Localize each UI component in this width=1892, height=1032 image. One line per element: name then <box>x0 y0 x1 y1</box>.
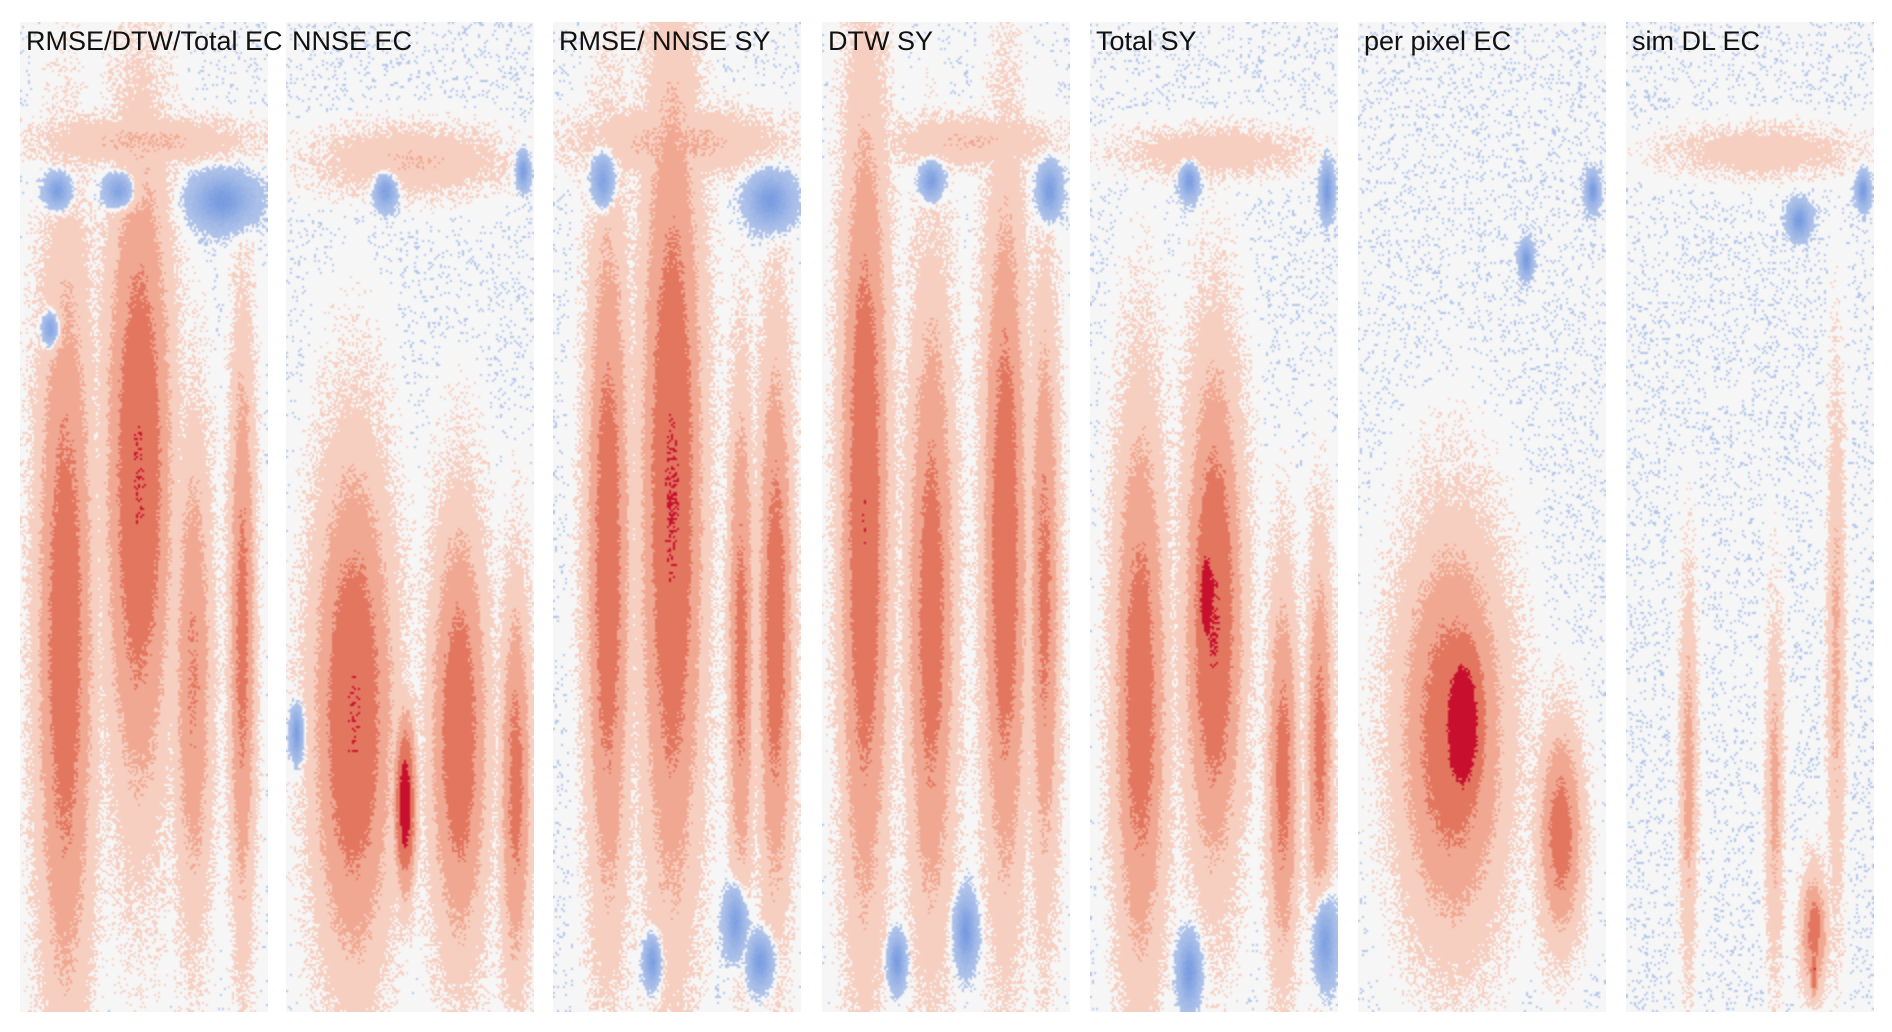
panel-title-rmse-dtw-total-ec: RMSE/DTW/Total EC <box>26 26 283 56</box>
heatmap-canvas-total-sy <box>1090 22 1338 1012</box>
panel-title-total-sy: Total SY <box>1096 26 1197 56</box>
heatmap-panel-per-pixel-ec: per pixel EC <box>1358 22 1606 1012</box>
heatmap-canvas-nnse-ec <box>286 22 534 1012</box>
heatmap-canvas-dtw-sy <box>822 22 1070 1012</box>
heatmap-panel-total-sy: Total SY <box>1090 22 1338 1012</box>
heatmap-canvas-rmse-dtw-total-ec <box>20 22 268 1012</box>
heatmap-panel-sim-dl-ec: sim DL EC <box>1626 22 1874 1012</box>
heatmap-panel-rmse-nnse-sy: RMSE/ NNSE SY <box>553 22 801 1012</box>
heatmap-canvas-rmse-nnse-sy <box>553 22 801 1012</box>
heatmap-canvas-per-pixel-ec <box>1358 22 1606 1012</box>
panel-title-rmse-nnse-sy: RMSE/ NNSE SY <box>559 26 771 56</box>
heatmap-panel-dtw-sy: DTW SY <box>822 22 1070 1012</box>
panel-title-sim-dl-ec: sim DL EC <box>1632 26 1761 56</box>
heatmap-canvas-sim-dl-ec <box>1626 22 1874 1012</box>
heatmap-panel-nnse-ec: NNSE EC <box>286 22 534 1012</box>
panel-title-nnse-ec: NNSE EC <box>292 26 413 56</box>
panel-title-dtw-sy: DTW SY <box>828 26 933 56</box>
heatmap-panel-rmse-dtw-total-ec: RMSE/DTW/Total EC <box>20 22 283 1012</box>
panel-title-per-pixel-ec: per pixel EC <box>1364 26 1512 56</box>
